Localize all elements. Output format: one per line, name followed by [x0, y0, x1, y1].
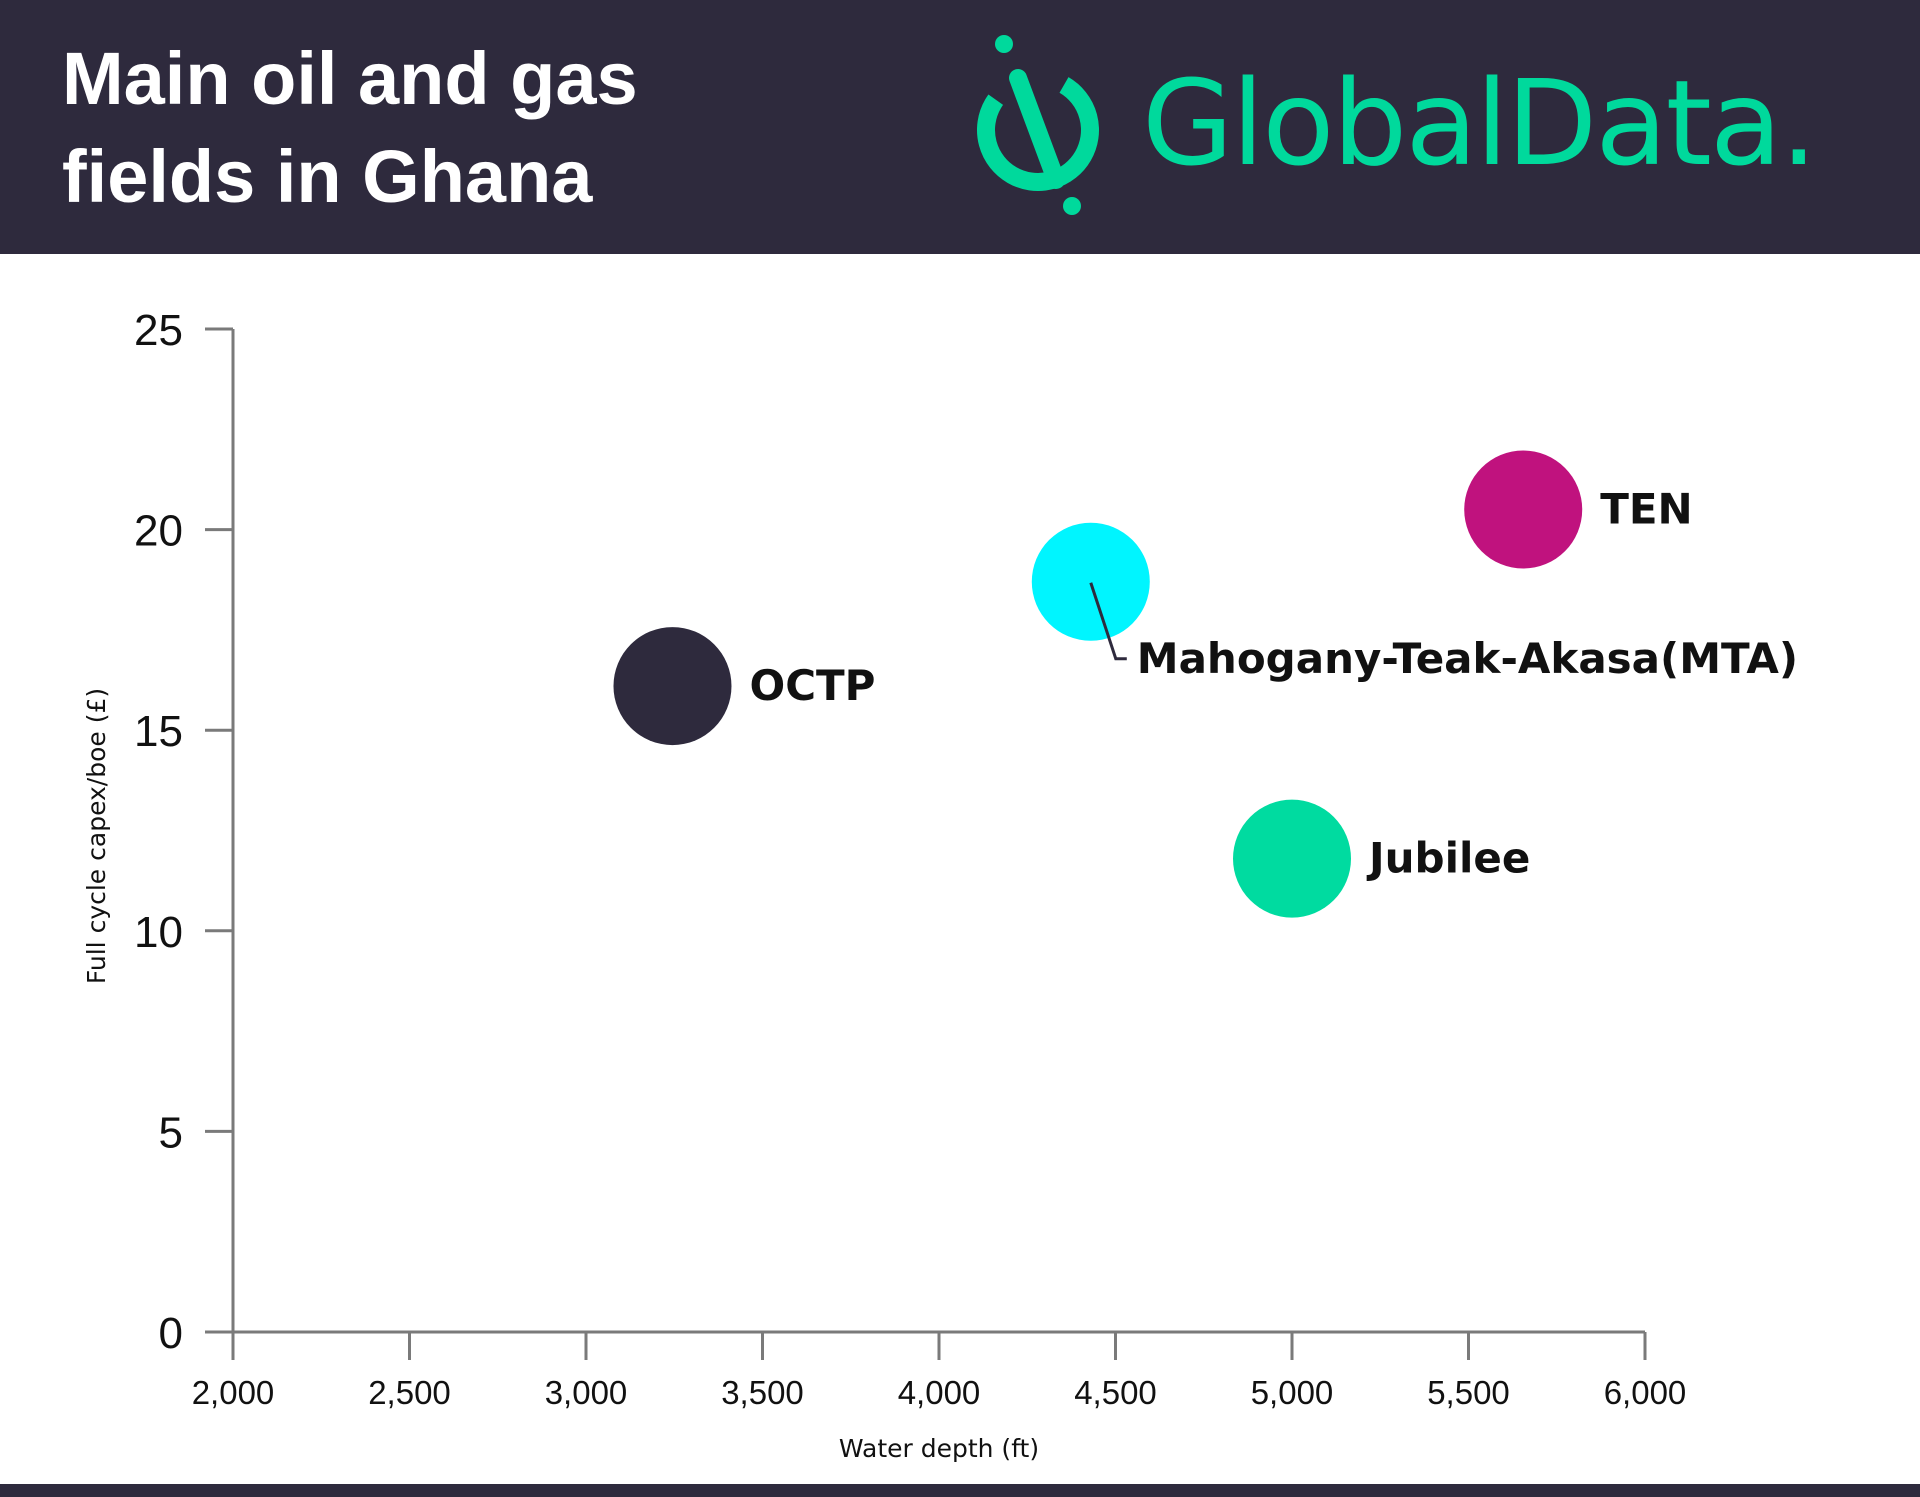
x-tick-label: 5,500: [1427, 1374, 1510, 1411]
y-tick-label: 10: [134, 908, 183, 957]
x-tick-label: 6,000: [1604, 1374, 1687, 1411]
x-axis-title: Water depth (ft): [839, 1434, 1039, 1463]
x-tick-label: 4,000: [898, 1374, 981, 1411]
x-tick-label: 4,500: [1074, 1374, 1157, 1411]
x-tick-label: 3,000: [545, 1374, 628, 1411]
y-tick-label: 0: [159, 1309, 183, 1358]
globaldata-logo-icon: [977, 35, 1099, 215]
point-label-ten: TEN: [1600, 485, 1693, 534]
point-label-mahogany-teak-akasa-mta: Mahogany-Teak-Akasa(MTA): [1137, 634, 1798, 683]
point-jubilee: [1233, 799, 1351, 918]
title-line-1: Main oil and gas: [62, 37, 638, 120]
y-tick-label: 5: [159, 1108, 183, 1157]
x-tick-label: 2,500: [368, 1374, 451, 1411]
globaldata-logo-text: GlobalData.: [1142, 54, 1818, 192]
page-title: Main oil and gas fields in Ghana: [62, 30, 822, 226]
x-tick-label: 3,500: [721, 1374, 804, 1411]
title-line-2: fields in Ghana: [62, 135, 593, 218]
header-banner: Main oil and gas fields in Ghana GlobalD…: [0, 0, 1920, 254]
y-tick-label: 20: [134, 507, 183, 556]
data-points: OCTP Mahogany-Teak-Akasa(MTA) TEN Jubilee: [613, 450, 1798, 918]
x-tick-label: 5,000: [1251, 1374, 1334, 1411]
y-axis-title: Full cycle capex/boe (£): [82, 688, 111, 984]
y-tick-label: 15: [134, 707, 183, 756]
y-axis-ticks: 0 5 10 15 20 25: [134, 306, 233, 1358]
footer-bar: [0, 1484, 1920, 1497]
globaldata-logo: GlobalData.: [960, 30, 1890, 220]
x-tick-label: 2,000: [192, 1374, 275, 1411]
scatter-chart: 0 5 10 15 20 25 2,000 2,500 3,000 3,500 4,000 4,50…: [82, 306, 1798, 1463]
point-octp: [613, 627, 732, 746]
y-tick-label: 25: [134, 306, 183, 355]
point-label-jubilee: Jubilee: [1366, 834, 1530, 883]
point-label-octp: OCTP: [749, 661, 875, 710]
x-axis-ticks: 2,000 2,500 3,000 3,500 4,000 4,500 5,000 5,500…: [192, 1332, 1687, 1411]
point-ten: [1464, 450, 1583, 569]
leader-line: [1089, 582, 1127, 661]
point-mahogany-teak-akasa-mta: [1031, 522, 1150, 641]
